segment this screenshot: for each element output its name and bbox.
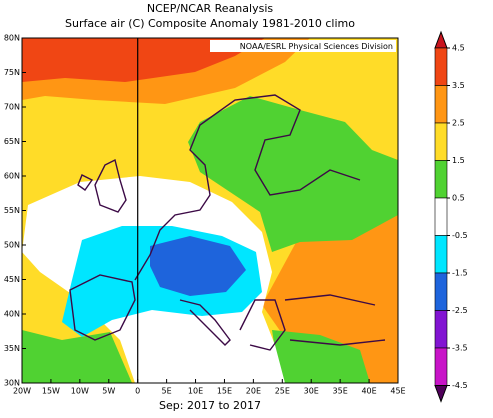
colorbar-cap xyxy=(434,385,448,403)
y-tick-label: 30N xyxy=(4,379,20,388)
map-area: NOAA/ESRL Physical Sciences Division xyxy=(21,37,399,384)
colorbar-label: -4.5 xyxy=(452,381,468,390)
colorbar-band xyxy=(434,85,448,124)
x-tick-label: 0 xyxy=(135,387,140,396)
colorbar-cap xyxy=(434,30,448,49)
y-tick-label: 40N xyxy=(4,310,20,319)
field xyxy=(22,330,132,383)
x-tick-label: 20W xyxy=(13,387,31,396)
x-tick-label: 10E xyxy=(188,387,203,396)
field xyxy=(188,96,398,252)
colorbar-label: -2.5 xyxy=(452,306,468,315)
x-tick-label: 20E xyxy=(246,387,261,396)
x-tick-label: 5E xyxy=(162,387,172,396)
y-tick-label: 80N xyxy=(4,34,20,43)
colorbar-band xyxy=(434,347,448,386)
colorbar-label: 3.5 xyxy=(452,81,465,90)
colorbar-band xyxy=(434,122,448,161)
colorbar-label: 2.5 xyxy=(452,119,465,128)
colorbar-label: 1.5 xyxy=(452,156,465,165)
y-tick-label: 55N xyxy=(4,206,20,215)
credit-box xyxy=(210,40,396,52)
colorbar-band xyxy=(434,310,448,349)
x-tick-label: 5W xyxy=(102,387,115,396)
x-tick-label: 30E xyxy=(304,387,319,396)
x-tick-label: 45E xyxy=(390,387,405,396)
x-tick-label: 35E xyxy=(333,387,348,396)
colorbar-band xyxy=(434,235,448,274)
colorbar-band xyxy=(434,160,448,199)
credit: NOAA/ESRL Physical Sciences Division xyxy=(240,42,393,51)
y-tick-label: 45N xyxy=(4,275,20,284)
field xyxy=(272,330,370,383)
coastline xyxy=(69,94,386,351)
x-tick-label: 10W xyxy=(71,387,89,396)
field xyxy=(22,38,265,82)
colorbar-label: 4.5 xyxy=(452,44,465,53)
colorbar-band xyxy=(434,197,448,236)
x-tick-label: 15W xyxy=(42,387,60,396)
colorbar-label: -0.5 xyxy=(452,231,468,240)
subtitle: Surface air (C) Composite Anomaly 1981-2… xyxy=(65,17,355,30)
y-tick-label: 60N xyxy=(4,172,20,181)
x-tick-label: 25E xyxy=(275,387,290,396)
y-tick-label: 35N xyxy=(4,344,20,353)
colorbar-band xyxy=(434,272,448,311)
y-tick-label: 65N xyxy=(4,137,20,146)
colorbar-label: 0.5 xyxy=(452,194,465,203)
footer: Sep: 2017 to 2017 xyxy=(159,399,261,412)
y-tick-label: 50N xyxy=(4,241,20,250)
x-tick-label: 15E xyxy=(217,387,232,396)
y-tick-label: 75N xyxy=(4,68,20,77)
colorbar-label: -3.5 xyxy=(452,344,468,353)
x-tick-label: 40E xyxy=(361,387,376,396)
title: NCEP/NCAR Reanalysis xyxy=(147,2,273,15)
colorbar-label: -1.5 xyxy=(452,269,468,278)
field xyxy=(150,236,246,296)
y-tick-label: 70N xyxy=(4,103,20,112)
colorbar-band xyxy=(434,47,448,86)
